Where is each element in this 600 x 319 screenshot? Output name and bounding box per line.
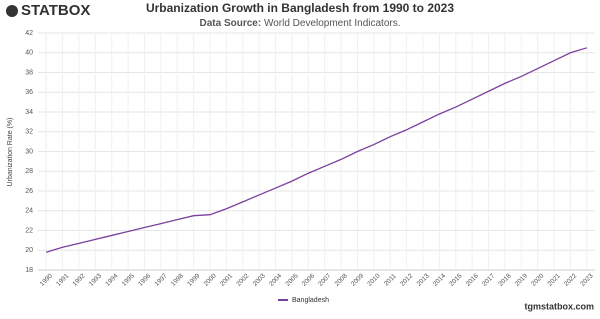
x-tick-label: 2016 bbox=[465, 272, 480, 287]
x-tick-label: 2017 bbox=[481, 272, 496, 287]
y-tick-label: 20 bbox=[25, 247, 33, 254]
y-tick-label: 36 bbox=[25, 89, 33, 96]
x-tick-label: 2015 bbox=[448, 272, 463, 287]
subtitle-text: World Development Indicators. bbox=[264, 18, 401, 29]
footer: tgmstatbox.com bbox=[524, 301, 594, 311]
y-tick-label: 38 bbox=[25, 69, 33, 76]
x-tick-label: 2006 bbox=[301, 272, 316, 287]
x-tick-label: 2023 bbox=[579, 272, 594, 287]
y-tick-label: 22 bbox=[25, 227, 33, 234]
x-tick-label: 2001 bbox=[219, 272, 234, 287]
x-tick-label: 2002 bbox=[235, 272, 250, 287]
y-tick-label: 30 bbox=[25, 148, 33, 155]
legend-label: Bangladesh bbox=[292, 297, 329, 304]
x-tick-label: 2011 bbox=[383, 272, 398, 287]
x-tick-label: 1993 bbox=[88, 272, 103, 287]
y-tick-label: 18 bbox=[25, 267, 33, 274]
logo: STATBOX bbox=[6, 2, 90, 19]
subtitle: Data Source: World Development Indicator… bbox=[199, 18, 400, 29]
logo-icon bbox=[6, 5, 18, 17]
x-tick-label: 2004 bbox=[268, 272, 283, 287]
x-tick-label: 2003 bbox=[252, 272, 267, 287]
chart-title: Urbanization Growth in Bangladesh from 1… bbox=[146, 1, 454, 15]
x-tick-label: 2018 bbox=[497, 272, 512, 287]
data-line bbox=[46, 47, 587, 253]
x-tick-label: 1997 bbox=[153, 272, 168, 287]
x-tick-label: 2022 bbox=[563, 272, 578, 287]
x-tick-label: 1992 bbox=[72, 272, 87, 287]
x-tick-label: 2010 bbox=[366, 272, 381, 287]
x-tick-label: 1996 bbox=[137, 272, 152, 287]
x-tick-label: 2007 bbox=[317, 272, 332, 287]
x-tick-label: 2005 bbox=[284, 272, 299, 287]
x-tick-label: 2014 bbox=[432, 272, 447, 287]
y-tick-label: 42 bbox=[25, 30, 33, 37]
x-tick-label: 2012 bbox=[399, 272, 414, 287]
y-axis-label: Urbanization Rate (%) bbox=[7, 118, 14, 187]
x-tick-label: 1990 bbox=[39, 272, 54, 287]
y-tick-label: 40 bbox=[25, 50, 33, 57]
x-tick-label: 2009 bbox=[350, 272, 365, 287]
x-tick-label: 1998 bbox=[170, 272, 185, 287]
y-tick-label: 32 bbox=[25, 129, 33, 136]
y-tick-label: 28 bbox=[25, 168, 33, 175]
y-tick-label: 24 bbox=[25, 208, 33, 215]
x-tick-label: 1995 bbox=[121, 272, 136, 287]
x-tick-label: 2013 bbox=[416, 272, 431, 287]
x-tick-label: 2021 bbox=[547, 272, 562, 287]
x-tick-label: 1999 bbox=[186, 272, 201, 287]
x-tick-label: 2019 bbox=[514, 272, 529, 287]
y-tick-label: 26 bbox=[25, 188, 33, 195]
x-tick-label: 2020 bbox=[530, 272, 545, 287]
y-tick-label: 34 bbox=[25, 109, 33, 116]
subtitle-label: Data Source: bbox=[199, 18, 261, 29]
x-tick-label: 2008 bbox=[334, 272, 349, 287]
brand: STATBOX bbox=[21, 2, 90, 19]
x-tick-label: 1991 bbox=[55, 272, 70, 287]
x-tick-label: 2000 bbox=[203, 272, 218, 287]
x-tick-label: 1994 bbox=[104, 272, 119, 287]
